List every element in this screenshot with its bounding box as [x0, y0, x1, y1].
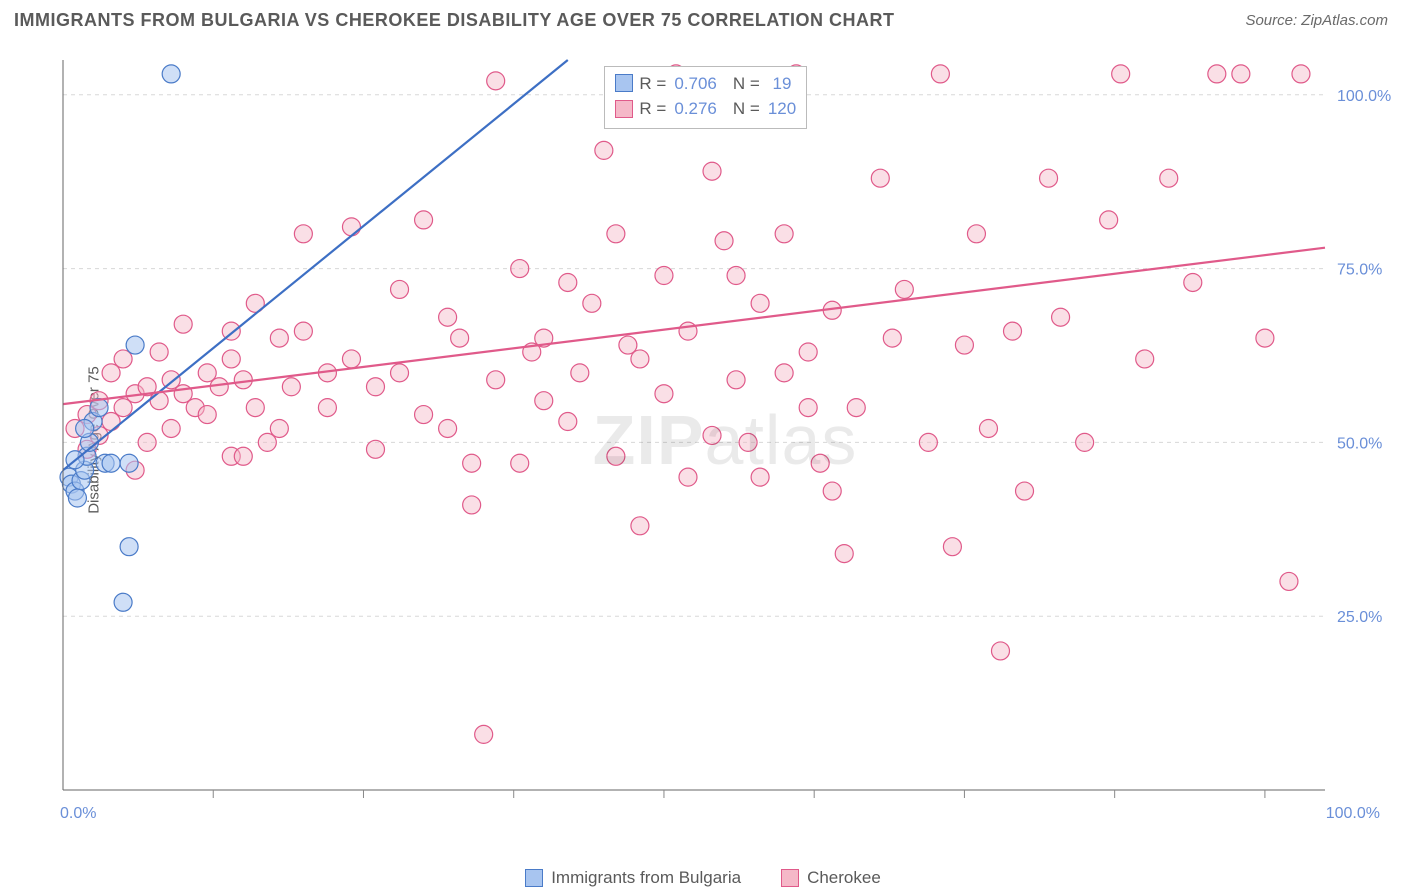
- legend-swatch-blue: [525, 869, 543, 887]
- bottom-legend: Immigrants from Bulgaria Cherokee: [0, 868, 1406, 888]
- stat-n-value: 120: [768, 96, 796, 122]
- stat-r-value: 0.276: [674, 96, 717, 122]
- legend-item-bulgaria: Immigrants from Bulgaria: [525, 868, 741, 888]
- stats-row: R = 0.276 N = 120: [615, 96, 796, 122]
- stat-r-label: R =: [639, 71, 666, 97]
- stats-swatch: [615, 100, 633, 118]
- stat-r-value: 0.706: [674, 71, 717, 97]
- legend-label-cherokee: Cherokee: [807, 868, 881, 888]
- svg-text:0.0%: 0.0%: [60, 805, 96, 822]
- svg-text:50.0%: 50.0%: [1337, 435, 1382, 452]
- svg-text:75.0%: 75.0%: [1337, 262, 1382, 279]
- chart-area: Disability Age Over 75 25.0%50.0%75.0%10…: [55, 50, 1395, 830]
- stats-legend-box: R = 0.706 N = 19 R = 0.276 N = 120: [604, 66, 807, 129]
- stat-r-label: R =: [639, 96, 666, 122]
- stats-row: R = 0.706 N = 19: [615, 71, 796, 97]
- legend-item-cherokee: Cherokee: [781, 868, 881, 888]
- stat-n-label: N =: [733, 71, 760, 97]
- legend-label-bulgaria: Immigrants from Bulgaria: [551, 868, 741, 888]
- svg-text:100.0%: 100.0%: [1326, 805, 1380, 822]
- stat-n-label: N =: [733, 96, 760, 122]
- stats-swatch: [615, 74, 633, 92]
- stat-n-value: 19: [768, 71, 792, 97]
- chart-title: IMMIGRANTS FROM BULGARIA VS CHEROKEE DIS…: [14, 10, 895, 31]
- svg-text:25.0%: 25.0%: [1337, 609, 1382, 626]
- svg-text:100.0%: 100.0%: [1337, 88, 1391, 105]
- legend-swatch-pink: [781, 869, 799, 887]
- source-attribution: Source: ZipAtlas.com: [1245, 12, 1388, 29]
- scatter-plot: 25.0% 50.0% 75.0% 100.0% 0.0% 100.0%: [55, 50, 1395, 830]
